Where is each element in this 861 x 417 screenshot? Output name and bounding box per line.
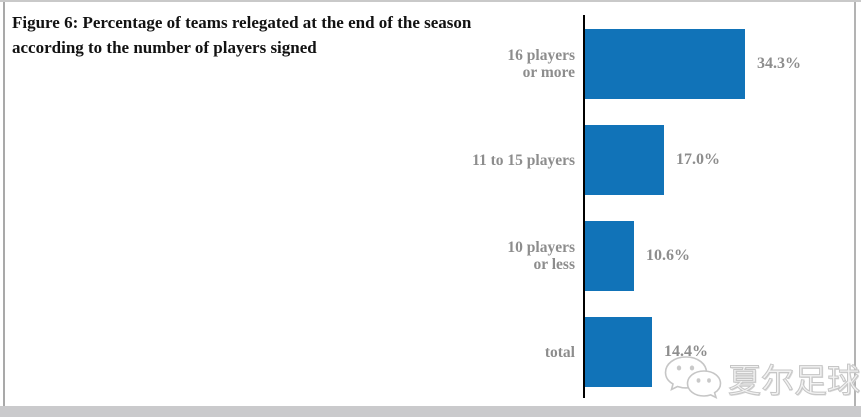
frame-bottom-strip [0,406,861,417]
bar-row-10-players-or-less: 10 players or less 10.6% [0,208,861,304]
bar [584,317,652,387]
frame-top-border [0,0,861,2]
bar [584,29,745,99]
frame-left-border [3,2,5,406]
watermark-text: 夏尔足球 [728,361,861,401]
y-axis-line [583,15,585,398]
watermark: 夏尔足球 [662,354,861,402]
category-label: 16 players or more [507,47,575,81]
value-label: 17.0% [676,151,720,168]
bar-row-11-to-15-players: 11 to 15 players 17.0% [0,112,861,208]
category-label: 11 to 15 players [472,151,575,169]
value-label: 14.4% [664,343,708,360]
bar-row-16-players-or-more: 16 players or more 34.3% [0,16,861,112]
category-label: total [544,343,575,361]
value-label: 34.3% [757,55,801,72]
bar [584,221,634,291]
value-label: 10.6% [646,247,690,264]
figure-title: Figure 6: Percentage of teams relegated … [12,13,472,57]
bar-row-total: total 14.4% [0,304,861,400]
frame-right-border [854,2,856,406]
bar [584,125,664,195]
wechat-icon [664,356,722,400]
category-label: 10 players or less [507,239,575,273]
bar-chart: 16 players or more 34.3% 11 to 15 player… [0,16,861,400]
